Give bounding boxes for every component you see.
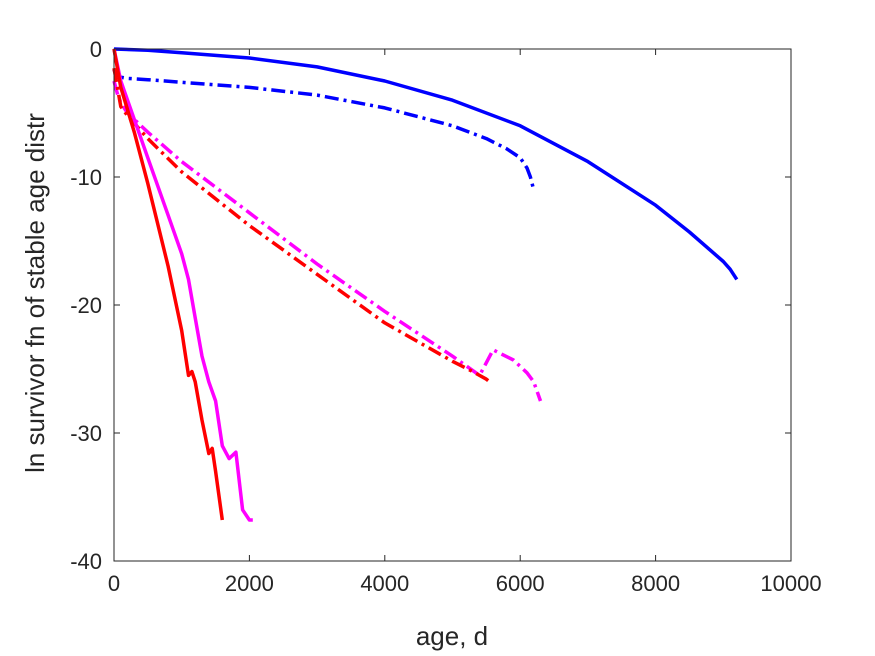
- series-line-6: [112, 48, 225, 521]
- series-line-3: [112, 80, 543, 402]
- x-axis-label: age, d: [416, 621, 488, 651]
- plot-area: [114, 49, 791, 561]
- series-line-4: [112, 67, 491, 384]
- series-layer: [112, 47, 739, 522]
- x-tick-label: 2000: [225, 571, 274, 596]
- y-tick-label: -40: [70, 549, 102, 574]
- series-line-5: [112, 48, 253, 522]
- y-tick-label: -10: [70, 165, 102, 190]
- series-line-1: [113, 47, 739, 281]
- tick-layer: 0 2000 4000 6000 8000 10000 0 -10 -20 -30 -40: [70, 37, 821, 596]
- x-tick-label: 4000: [360, 571, 409, 596]
- x-tick-label: 6000: [496, 571, 545, 596]
- y-tick-label: 0: [90, 37, 102, 62]
- x-tick-label: 0: [108, 571, 120, 596]
- y-tick-label: -20: [70, 293, 102, 318]
- x-tick-label: 8000: [631, 571, 680, 596]
- y-tick-label: -30: [70, 421, 102, 446]
- y-axis-label: ln survivor fn of stable age distr: [20, 113, 50, 473]
- x-tick-label: 10000: [760, 571, 821, 596]
